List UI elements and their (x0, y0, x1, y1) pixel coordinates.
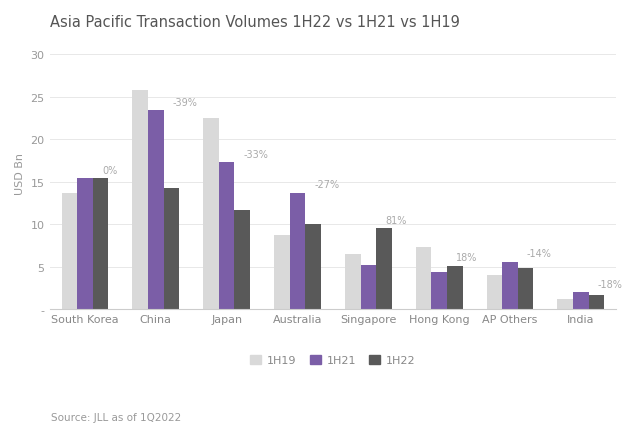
Bar (61, 193, 77, 309)
Bar (486, 276, 502, 309)
Bar (360, 265, 376, 309)
Bar (77, 179, 93, 309)
Bar (305, 225, 321, 309)
Y-axis label: USD Bn: USD Bn (15, 153, 25, 195)
Text: -14%: -14% (527, 249, 552, 259)
Text: -33%: -33% (244, 150, 269, 159)
Bar (234, 210, 250, 309)
Bar (573, 293, 589, 309)
Text: Asia Pacific Transaction Volumes 1H22 vs 1H21 vs 1H19: Asia Pacific Transaction Volumes 1H22 vs… (49, 15, 460, 30)
Bar (219, 163, 234, 309)
Bar (416, 248, 431, 309)
Bar (518, 269, 533, 309)
Bar (502, 262, 518, 309)
Bar (274, 236, 290, 309)
Text: 81%: 81% (385, 216, 406, 225)
Bar (204, 118, 219, 309)
Bar (148, 111, 164, 309)
Text: Source: JLL as of 1Q2022: Source: JLL as of 1Q2022 (51, 412, 182, 422)
Text: -18%: -18% (598, 279, 623, 289)
Text: -27%: -27% (314, 180, 340, 190)
Text: 0%: 0% (102, 165, 117, 176)
Bar (557, 299, 573, 309)
Bar (376, 229, 392, 309)
Bar (589, 295, 604, 309)
Bar (447, 266, 463, 309)
Legend: 1H19, 1H21, 1H22: 1H19, 1H21, 1H22 (246, 350, 420, 370)
Bar (431, 272, 447, 309)
Text: -39%: -39% (173, 98, 198, 108)
Text: 18%: 18% (456, 253, 477, 263)
Bar (345, 254, 360, 309)
Bar (164, 188, 179, 309)
Bar (290, 193, 305, 309)
Bar (93, 179, 108, 309)
Bar (132, 91, 148, 309)
